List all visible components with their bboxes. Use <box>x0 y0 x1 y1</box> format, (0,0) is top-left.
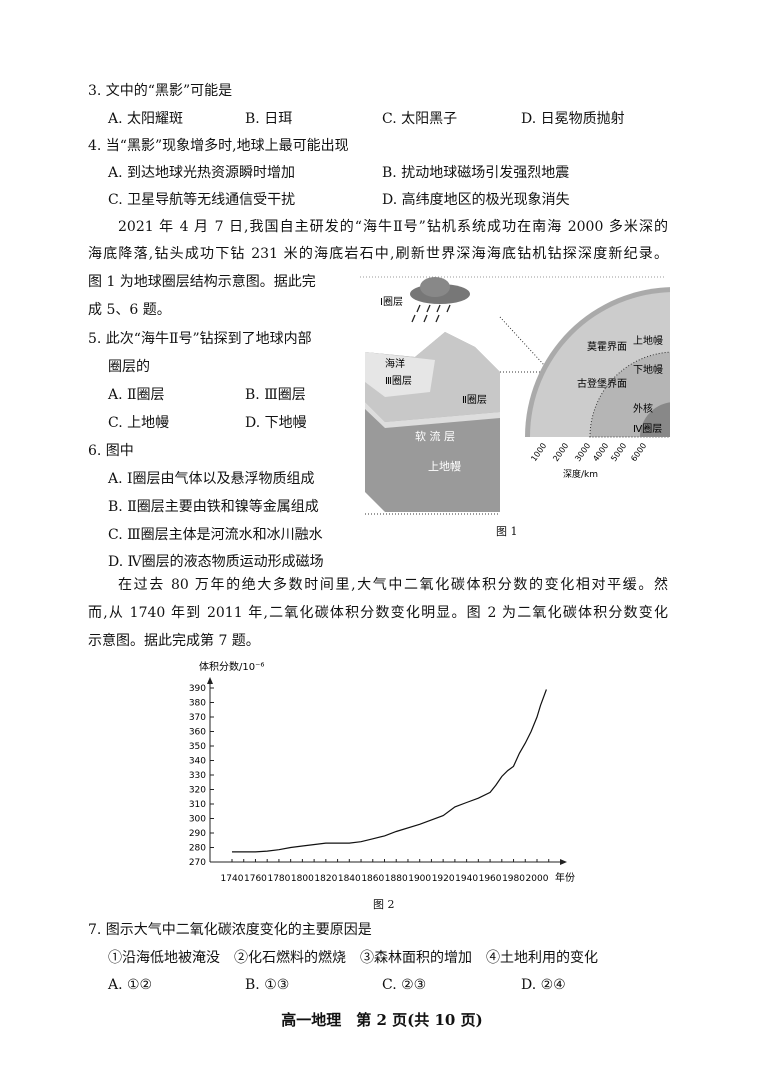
y-axis-label: 体积分数/10⁻⁶ <box>199 660 264 673</box>
y-tick-label: 350 <box>189 742 206 752</box>
q4-option-c: C. 卫星导航等无线通信受干扰 <box>108 192 296 208</box>
x-axis-arrow <box>560 859 567 865</box>
label-layer4: Ⅳ圈层 <box>633 423 662 435</box>
y-tick-label: 380 <box>189 699 206 709</box>
q5-option-a: A. Ⅱ圈层 <box>108 387 165 403</box>
q4-option-b: B. 扰动地球磁场引发强烈地震 <box>382 165 570 181</box>
earth-layers-diagram: Ⅰ圈层 海洋 Ⅲ圈层 Ⅱ圈层 软 流 层 上地幔 莫霍界面 古登堡界面 上地幔 … <box>360 276 670 515</box>
x-tick-label: 1940 <box>455 874 478 884</box>
q5-stem: 圈层的 <box>108 359 150 375</box>
label-layer3: Ⅲ圈层 <box>385 375 412 387</box>
x-tick-label: 1800 <box>291 874 314 884</box>
x-tick-label: 1760 <box>244 874 267 884</box>
cloud-icon <box>410 277 470 323</box>
y-axis-arrow <box>207 677 213 684</box>
q6-stem: 6. 图中 <box>88 443 134 459</box>
y-tick-label: 280 <box>189 844 206 854</box>
q4-option-a: A. 到达地球光热资源瞬时增加 <box>108 165 296 181</box>
label-outer-core: 外核 <box>633 402 653 415</box>
x-tick-label: 1980 <box>502 874 525 884</box>
q7-option-c: C. ②③ <box>382 977 427 993</box>
x-tick-label: 1900 <box>408 874 431 884</box>
q6-option-d: D. Ⅳ圈层的液态物质运动形成磁场 <box>108 554 324 570</box>
x-tick-label: 1880 <box>385 874 408 884</box>
passage1-line: 图 1 为地球圈层结构示意图。据此完 <box>88 274 316 290</box>
x-tick-label: 1920 <box>432 874 455 884</box>
figure1-caption: 图 1 <box>496 525 518 538</box>
q5-option-d: D. 下地幔 <box>245 415 307 431</box>
q3-option-b: B. 日珥 <box>245 111 293 127</box>
q5-option-b: B. Ⅲ圈层 <box>245 387 306 403</box>
q3-option-a: A. 太阳耀斑 <box>108 111 184 127</box>
x-tick-label: 2000 <box>526 874 549 884</box>
q3-option-c: C. 太阳黑子 <box>382 111 458 127</box>
q3-option-d: D. 日冕物质抛射 <box>521 111 625 127</box>
passage1-line: 海底降落,钻头成功下钻 231 米的海底岩石中,刷新世界深海海底钻机钻探深度新纪… <box>88 246 668 262</box>
label-lower-mantle: 下地幔 <box>633 363 663 376</box>
passage2-line: 而,从 1740 年到 2011 年,二氧化碳体积分数变化明显。图 2 为二氧化… <box>88 605 668 621</box>
x-tick-label: 1740 <box>221 874 244 884</box>
q4-stem: 4. 当“黑影”现象增多时,地球上最可能出现 <box>88 138 349 154</box>
label-upper-mantle-block: 上地幔 <box>428 460 461 473</box>
y-tick-label: 320 <box>189 786 206 796</box>
y-tick-label: 300 <box>189 815 206 825</box>
q7-option-b: B. ①③ <box>245 977 290 993</box>
y-tick-label: 310 <box>189 800 206 810</box>
q7-stem: 7. 图示大气中二氧化碳浓度变化的主要原因是 <box>88 922 372 938</box>
passage1-line: 2021 年 4 月 7 日,我国自主研发的“海牛Ⅱ号”钻机系统成功在南海 20… <box>118 219 668 235</box>
y-tick-label: 330 <box>189 771 206 781</box>
y-tick-label: 370 <box>189 713 206 723</box>
x-axis-label: 年份 <box>555 871 575 884</box>
label-layer2: Ⅱ圈层 <box>462 394 487 406</box>
q6-option-b: B. Ⅱ圈层主要由铁和镍等金属组成 <box>108 499 319 515</box>
label-ocean: 海洋 <box>385 357 405 370</box>
q5-option-c: C. 上地幔 <box>108 415 170 431</box>
label-layer1: Ⅰ圈层 <box>380 296 403 308</box>
q7-option-a: A. ①② <box>108 977 153 993</box>
q7-option-d: D. ②④ <box>521 977 566 993</box>
q7-choices: ①沿海低地被淹没 ②化石燃料的燃烧 ③森林面积的增加 ④土地利用的变化 <box>108 950 598 966</box>
q3-stem: 3. 文中的“黑影”可能是 <box>88 83 233 99</box>
y-tick-label: 340 <box>189 757 206 767</box>
q5-stem: 5. 此次“海牛Ⅱ号”钻探到了地球内部 <box>88 331 312 347</box>
y-tick-label: 290 <box>189 829 206 839</box>
x-tick-label: 1860 <box>361 874 384 884</box>
co2-series-line <box>232 689 547 853</box>
x-tick-label: 1960 <box>479 874 502 884</box>
passage2-line: 示意图。据此完成第 7 题。 <box>88 633 260 649</box>
y-tick-label: 360 <box>189 728 206 738</box>
x-tick-label: 1840 <box>338 874 361 884</box>
label-gutenberg: 古登堡界面 <box>577 377 627 390</box>
passage1-line: 成 5、6 题。 <box>88 302 171 318</box>
x-tick-label: 1780 <box>267 874 290 884</box>
q6-option-c: C. Ⅲ圈层主体是河流水和冰川融水 <box>108 527 323 543</box>
passage2-line: 在过去 80 万年的绝大多数时间里,大气中二氧化碳体积分数的变化相对平缓。然 <box>118 577 668 593</box>
page-footer: 高一地理 第 2 页(共 10 页) <box>281 1011 483 1029</box>
y-tick-label: 270 <box>189 858 206 868</box>
q4-option-d: D. 高纬度地区的极光现象消失 <box>382 192 570 208</box>
label-moho: 莫霍界面 <box>587 341 627 353</box>
depth-label: 深度/km <box>563 468 598 480</box>
y-tick-label: 390 <box>189 684 206 694</box>
label-upper-mantle: 上地幔 <box>633 334 663 347</box>
q6-option-a: A. Ⅰ圈层由气体以及悬浮物质组成 <box>108 471 315 487</box>
label-asthenosphere: 软 流 层 <box>415 429 455 443</box>
figure2-caption: 图 2 <box>373 898 395 911</box>
x-tick-label: 1820 <box>314 874 337 884</box>
